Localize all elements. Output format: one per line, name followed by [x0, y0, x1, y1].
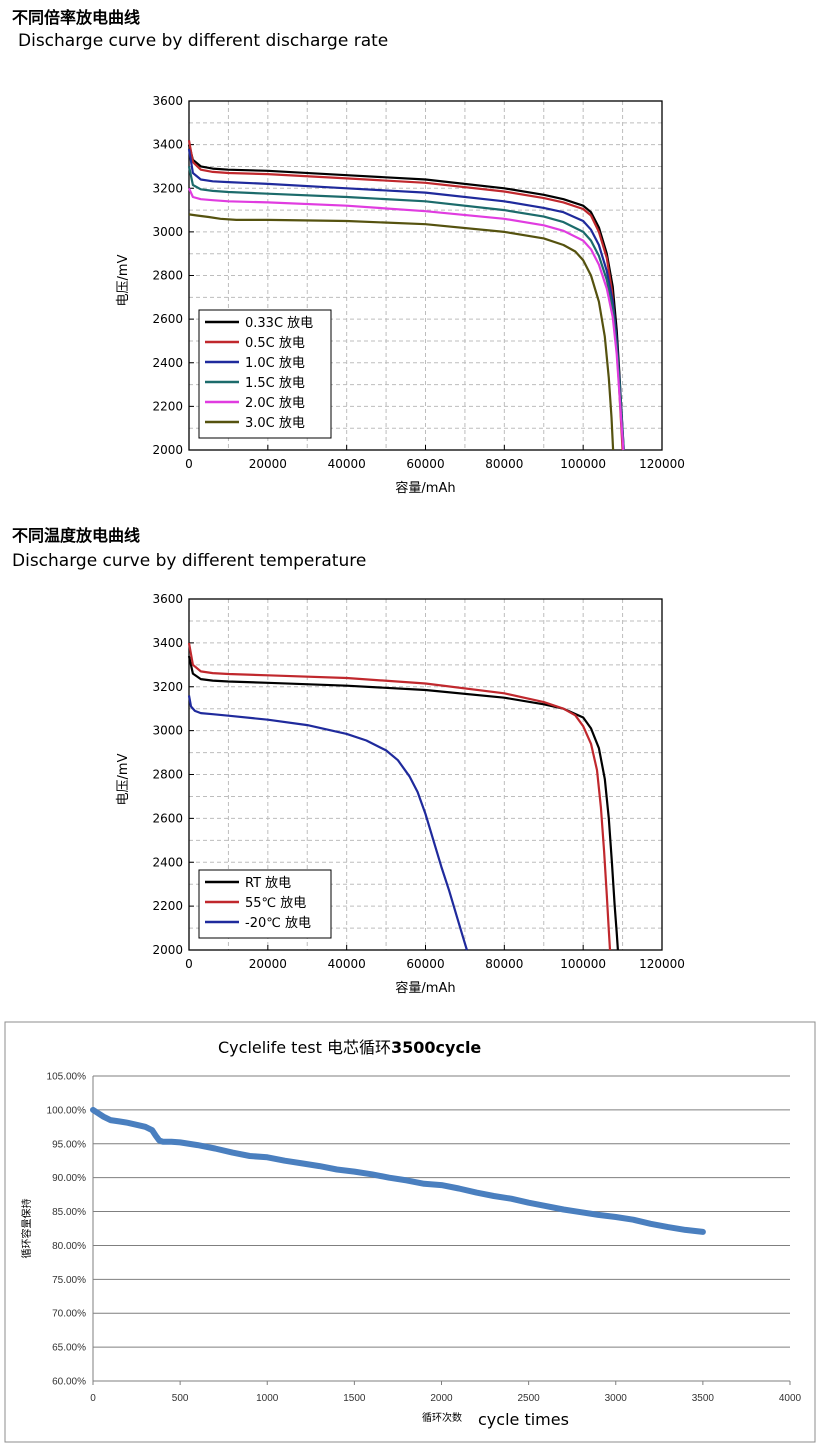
chart2-ytick-label: 3400 — [152, 636, 183, 650]
chart1-ytick-label: 2000 — [152, 443, 183, 457]
chart3-xtick-label: 3500 — [692, 1393, 715, 1404]
chart3-ytick-label: 80.00% — [52, 1241, 86, 1252]
chart3-xtick-label: 0 — [90, 1393, 96, 1404]
chart3-ytick-label: 70.00% — [52, 1309, 86, 1320]
chart1-xtick-label: 60000 — [406, 457, 444, 471]
chart1-legend-label: 3.0C 放电 — [245, 416, 305, 431]
chart3-ytick-label: 105.00% — [47, 1072, 87, 1083]
chart2-ytick-label: 2200 — [152, 899, 183, 913]
temperature-discharge-chart: 0 20000 40000 60000 80000 100000 120000 2000 220… — [116, 592, 685, 996]
chart2-ytick-label: 3000 — [152, 724, 183, 738]
chart1-xtick-label: 100000 — [560, 457, 606, 471]
chart1-ytick-label: 3400 — [152, 138, 183, 152]
rate-discharge-chart: 0 20000 40000 60000 80000 100000 120000 2000 220… — [116, 94, 685, 496]
chart3-ytick-label: 60.00% — [52, 1377, 86, 1388]
chart3-xlabel-cn: 循环次数 — [422, 1411, 462, 1424]
chart3-title-cn: 电芯循环 — [327, 1038, 391, 1057]
chart1-legend-label: 1.5C 放电 — [245, 376, 305, 391]
chart3-xlabel: cycle times — [478, 1410, 569, 1429]
chart1-xtick-label: 20000 — [249, 457, 287, 471]
chart3-xtick-label: 3000 — [605, 1393, 628, 1404]
chart2-legend: RT 放电 55℃ 放电 -20℃ 放电 — [198, 869, 332, 939]
chart2-xtick-label: 120000 — [639, 957, 685, 971]
chart1-legend-label: 0.5C 放电 — [245, 336, 305, 351]
chart3-title-en: Cyclelife test — [218, 1038, 327, 1057]
chart3-ytick-label: 85.00% — [52, 1207, 86, 1218]
chart2-heading-cn: 不同温度放电曲线 — [12, 526, 141, 545]
chart2-xtick-label: 60000 — [406, 957, 444, 971]
chart3-plot: 60.00% 65.00% 70.00% 75.00% 80.00% 85.00% 90.0… — [4, 1021, 816, 1443]
chart2-ytick-label: 3200 — [152, 680, 183, 694]
chart3-xtick-label: 1000 — [256, 1393, 279, 1404]
chart3-xtick-label: 500 — [172, 1393, 189, 1404]
chart1-legend-label: 2.0C 放电 — [245, 396, 305, 411]
chart2-xtick-label: 20000 — [249, 957, 287, 971]
chart3-title-bold: 3500cycle — [391, 1038, 481, 1057]
chart1-heading-en: Discharge curve by different discharge r… — [18, 31, 389, 51]
chart3-ytick-label: 90.00% — [52, 1173, 86, 1184]
chart3-ytick-label: 100.00% — [47, 1105, 87, 1116]
chart1-legend-label: 1.0C 放电 — [245, 356, 305, 371]
chart1-xtick-label: 80000 — [485, 457, 523, 471]
chart1-xtick-label: 40000 — [328, 457, 366, 471]
chart2-xtick-label: 40000 — [328, 957, 366, 971]
chart2-ytick-label: 2800 — [152, 768, 183, 782]
chart2-ytick-label: 2000 — [152, 943, 183, 957]
chart3-title: Cyclelife test 电芯循环3500cycle — [218, 1038, 481, 1057]
chart2-heading-en: Discharge curve by different temperature — [12, 551, 367, 571]
chart1-series-line-0 — [187, 144, 625, 451]
chart1-ytick-label: 2600 — [152, 312, 183, 326]
chart1-plot: 0 20000 40000 60000 80000 100000 120000 2000 220… — [116, 94, 685, 496]
chart2-legend-label: -20℃ 放电 — [245, 916, 311, 931]
chart1-legend-box — [198, 309, 332, 439]
chart3-ytick-label: 65.00% — [52, 1343, 86, 1354]
chart1-xtick-label: 120000 — [639, 457, 685, 471]
chart2-ytick-label: 2400 — [152, 855, 183, 869]
chart3-ylabel: 循环容量保持 — [20, 1199, 33, 1259]
chart1-series-line-4 — [187, 187, 625, 451]
chart1-xtick-label: 0 — [185, 457, 193, 471]
chart1-heading-cn: 不同倍率放电曲线 — [12, 8, 141, 27]
chart3-xtick-label: 2500 — [518, 1393, 541, 1404]
chart2-xtick-label: 80000 — [485, 957, 523, 971]
chart1-ytick-label: 3200 — [152, 181, 183, 195]
chart3-xtick-label: 1500 — [343, 1393, 366, 1404]
chart2-legend-label: 55℃ 放电 — [245, 896, 306, 911]
chart1-ytick-label: 2400 — [152, 356, 183, 370]
chart3-xtick-label: 4000 — [779, 1393, 802, 1404]
chart2-xtick-label: 100000 — [560, 957, 606, 971]
chart2-series-line-1 — [187, 642, 612, 951]
chart1-series-line-5 — [188, 213, 615, 451]
chart2-series-line-2 — [187, 695, 468, 951]
chart3-series-line — [90, 1106, 706, 1235]
chart1-ytick-label: 2200 — [152, 399, 183, 413]
chart1-xlabel: 容量/mAh — [395, 480, 455, 496]
chart2-xtick-label: 0 — [185, 957, 193, 971]
chart1-ytick-label: 3000 — [152, 225, 183, 239]
chart2-ytick-label: 3600 — [152, 592, 183, 606]
chart2-ylabel: 电压/mV — [116, 753, 131, 805]
chart3-ytick-label: 75.00% — [52, 1275, 86, 1286]
chart2-xlabel: 容量/mAh — [395, 980, 455, 996]
chart1-ylabel: 电压/mV — [116, 254, 131, 306]
chart2-plot: 0 20000 40000 60000 80000 100000 120000 2000 220… — [116, 592, 685, 996]
chart3-ytick-label: 95.00% — [52, 1139, 86, 1150]
chart1-legend: 0.33C 放电 0.5C 放电 1.0C 放电 1.5C 放电 2.0C 放电 3.0C… — [198, 309, 332, 439]
chart3-xtick-label: 2000 — [430, 1393, 453, 1404]
chart1-ytick-label: 3600 — [152, 94, 183, 108]
chart1-legend-label: 0.33C 放电 — [245, 316, 313, 331]
chart2-legend-label: RT 放电 — [245, 876, 291, 891]
chart1-ytick-label: 2800 — [152, 269, 183, 283]
chart2-ytick-label: 2600 — [152, 811, 183, 825]
